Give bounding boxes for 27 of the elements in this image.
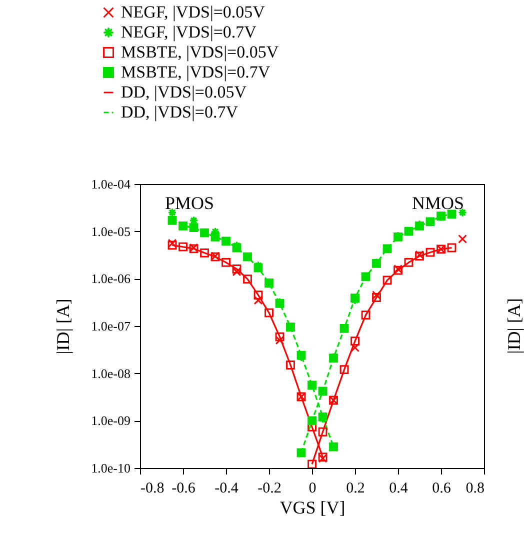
- y-tick-label: 1.0e-10: [91, 460, 130, 476]
- x-tick-label: -0.6: [172, 480, 196, 496]
- legend-label: MSBTE, |VDS|=0.7V: [121, 62, 271, 82]
- x-tick-label: 0.4: [389, 480, 408, 496]
- y-tick-label: 1.0e-07: [91, 318, 131, 334]
- x-axis-title: VGS [V]: [280, 498, 346, 518]
- annotation: PMOS: [165, 193, 214, 213]
- legend-label: NEGF, |VDS|=0.7V: [121, 22, 258, 42]
- y-tick-label: 1.0e-06: [91, 271, 131, 286]
- x-tick-label: 0: [308, 480, 316, 496]
- y-tick-label: 1.0e-05: [91, 224, 130, 239]
- legend-label: DD, |VDS|=0.7V: [121, 102, 239, 122]
- x-tick-label: 0.8: [466, 480, 484, 496]
- legend-label: NEGF, |VDS|=0.05V: [121, 2, 266, 22]
- y-axis-title: |ID| [A]: [53, 298, 74, 354]
- y-tick-label: 1.0e-09: [91, 413, 130, 428]
- legend-label: DD, |VDS|=0.05V: [121, 82, 248, 102]
- x-tick-label: -0.8: [140, 480, 164, 496]
- annotation: NMOS: [412, 193, 464, 213]
- text: |ID| [A]: [504, 298, 524, 354]
- y-tick-label: 1.0e-04: [91, 176, 131, 192]
- legend-label: MSBTE, |VDS|=0.05V: [121, 42, 280, 62]
- x-tick-label: 0.2: [346, 480, 365, 496]
- y-tick-label: 1.0e-08: [91, 366, 130, 381]
- x-tick-label: 0.6: [432, 480, 452, 496]
- x-tick-label: -0.4: [214, 480, 239, 496]
- x-tick-label: -0.2: [258, 480, 282, 496]
